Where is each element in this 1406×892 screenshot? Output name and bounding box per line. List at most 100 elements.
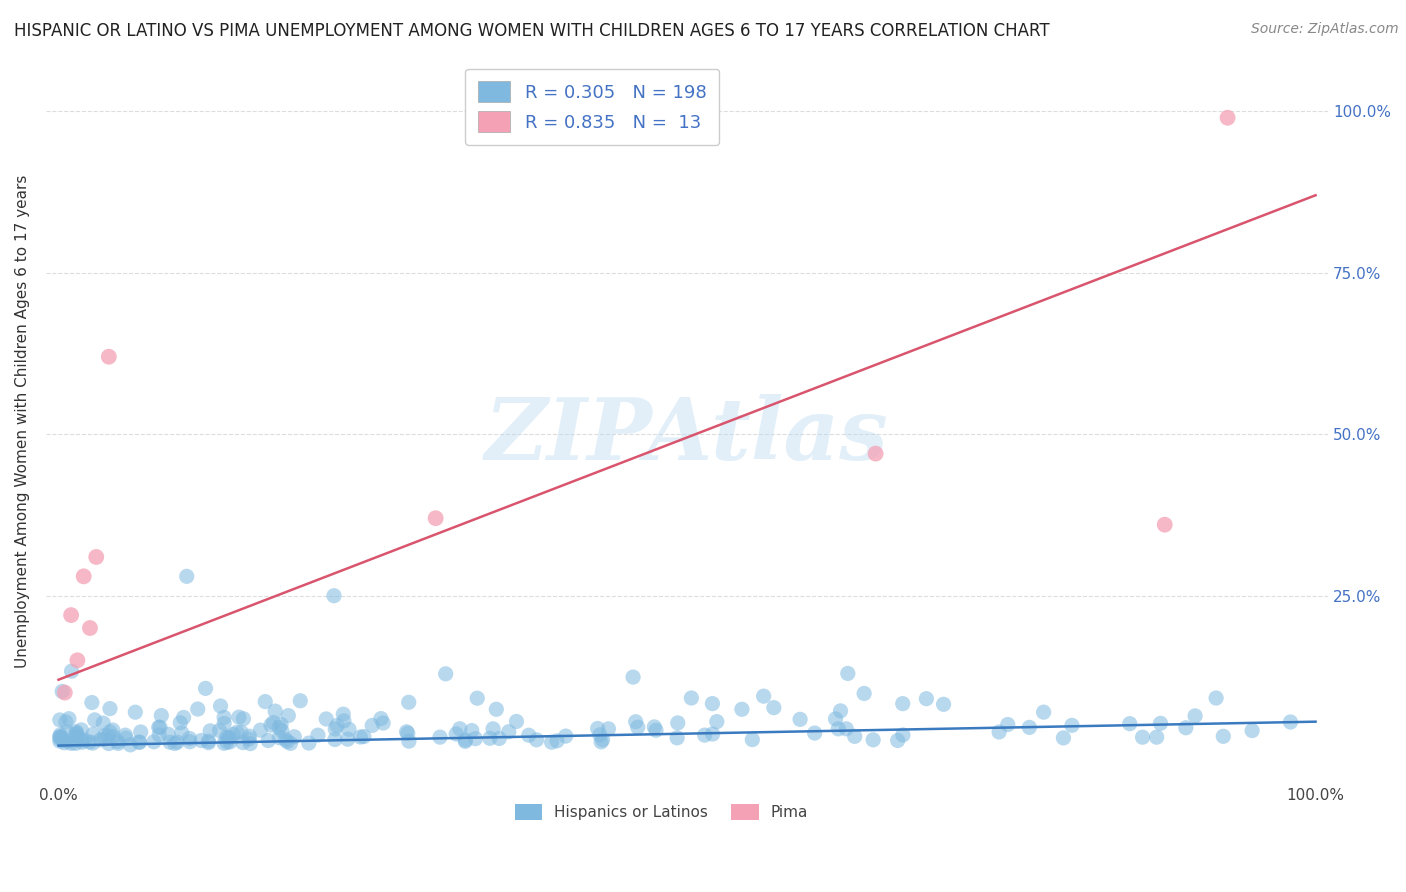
Point (159, 735, 181, 749)
Point (232, 712, 254, 726)
Point (66, 727, 89, 741)
Point (128, 735, 150, 749)
Point (526, 732, 548, 747)
Point (464, 731, 486, 746)
Point (1052, 731, 1074, 745)
Point (853, 686, 876, 700)
Point (444, 727, 467, 741)
Point (307, 728, 329, 742)
Point (591, 735, 613, 749)
Point (546, 734, 568, 748)
Point (179, 735, 201, 749)
Point (370, 712, 392, 726)
Point (323, 722, 346, 736)
Point (589, 728, 612, 742)
Point (129, 725, 152, 739)
Point (51, 730, 73, 744)
Point (465, 691, 488, 706)
Point (283, 730, 305, 744)
Point (1018, 720, 1040, 734)
Point (179, 731, 201, 746)
Point (270, 717, 292, 731)
Point (449, 722, 471, 736)
Point (89, 733, 111, 747)
Point (298, 736, 321, 750)
Point (827, 722, 849, 736)
Point (627, 720, 650, 734)
Point (666, 731, 689, 745)
Point (257, 733, 280, 747)
Point (554, 729, 576, 743)
Point (239, 737, 262, 751)
Point (681, 690, 703, 705)
Point (835, 722, 858, 736)
Point (1174, 721, 1197, 735)
Point (274, 732, 297, 747)
Point (323, 589, 346, 603)
Point (148, 728, 170, 742)
Point (702, 727, 724, 741)
Point (97, 350, 120, 364)
Point (624, 714, 647, 729)
Point (66, 729, 89, 743)
Point (586, 722, 609, 736)
Point (454, 732, 477, 747)
Point (212, 716, 235, 731)
Point (803, 726, 825, 740)
Point (53, 736, 76, 750)
Point (323, 732, 346, 747)
Point (124, 705, 146, 719)
Point (232, 735, 254, 749)
Point (215, 730, 238, 744)
Point (262, 715, 284, 730)
Point (98, 724, 121, 739)
Point (997, 717, 1019, 731)
Point (53, 685, 76, 699)
Point (396, 726, 419, 740)
Point (269, 731, 291, 745)
Point (79, 621, 101, 635)
Point (157, 727, 180, 741)
Point (1184, 709, 1206, 723)
Point (1146, 730, 1168, 744)
Point (107, 734, 129, 748)
Point (693, 728, 716, 742)
Point (66, 653, 89, 667)
Point (395, 724, 418, 739)
Point (238, 729, 260, 743)
Point (49, 728, 72, 742)
Point (276, 734, 298, 748)
Point (93, 729, 115, 743)
Point (73, 569, 96, 583)
Point (398, 695, 420, 709)
Point (66, 732, 89, 747)
Point (706, 714, 728, 729)
Point (398, 734, 420, 748)
Point (238, 732, 260, 747)
Point (865, 447, 887, 461)
Point (598, 722, 620, 736)
Point (1205, 691, 1227, 706)
Point (101, 723, 124, 737)
Point (517, 728, 540, 742)
Point (844, 730, 866, 744)
Point (762, 700, 785, 714)
Point (52, 733, 75, 747)
Point (212, 710, 235, 724)
Point (249, 723, 271, 738)
Point (891, 697, 914, 711)
Point (1132, 730, 1154, 744)
Point (107, 736, 129, 750)
Point (315, 712, 337, 726)
Point (277, 708, 299, 723)
Point (79, 735, 101, 749)
Point (485, 702, 508, 716)
Point (49, 732, 72, 747)
Point (260, 718, 283, 732)
Point (114, 731, 136, 745)
Point (824, 712, 846, 726)
Point (70, 723, 93, 737)
Point (269, 721, 291, 735)
Point (163, 736, 186, 750)
Point (731, 702, 754, 716)
